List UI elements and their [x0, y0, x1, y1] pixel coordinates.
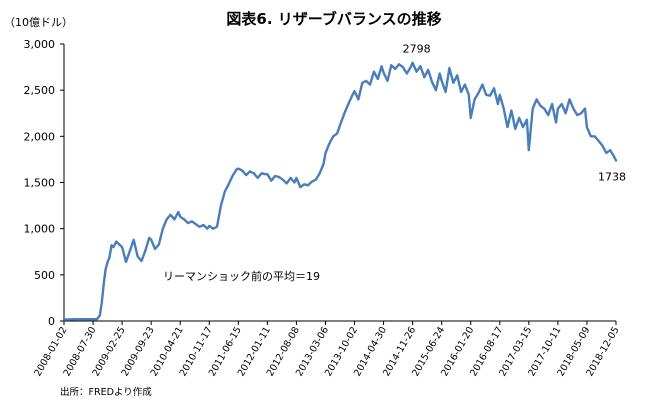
data-labels: 2798 1738 [403, 43, 626, 184]
series-layer [62, 61, 618, 321]
y-tick-label: 2,500 [24, 84, 56, 97]
y-axis-unit-label: （10億ドル） [4, 16, 73, 29]
y-tick-label: 0 [48, 315, 55, 328]
y-tick-label: 3,000 [24, 38, 56, 51]
pre-lehman-average-annotation: リーマンショック前の平均＝19 [163, 269, 320, 283]
y-axis: 0 500 1,000 1,500 2,000 2,500 3,000 [24, 38, 65, 328]
chart-title: 図表6. リザーブバランスの推移 [226, 10, 441, 28]
y-tick-label: 1,500 [24, 177, 56, 190]
y-tick-label: 500 [34, 269, 55, 282]
y-tick-label: 1,000 [24, 223, 56, 236]
x-axis: 2008-01-022008-07-302009-02-252009-09-23… [32, 320, 622, 378]
data-label: 1738 [598, 171, 626, 184]
source-note: 出所：FREDより作成 [60, 386, 152, 398]
series-line [62, 61, 618, 321]
y-tick-label: 2,000 [24, 130, 56, 143]
data-label: 2798 [403, 43, 431, 56]
